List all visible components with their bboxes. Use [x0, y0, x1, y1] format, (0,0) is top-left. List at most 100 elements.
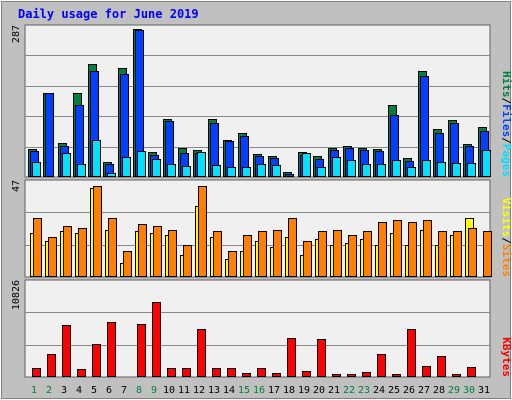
day-label: 7	[121, 385, 127, 396]
day-label: 26	[403, 385, 415, 396]
legend-entry: KBytes	[500, 337, 512, 377]
pages-bar	[62, 153, 71, 177]
sites-bar	[348, 235, 357, 277]
panel-kbytes: 10826 KBytes	[11, 279, 512, 378]
sites-bar	[48, 237, 57, 277]
max-value-label: 10826	[11, 280, 22, 310]
day-label: 3	[61, 385, 67, 396]
pages-bar	[407, 167, 416, 177]
sites-bar	[198, 186, 207, 277]
chart-panels: 287Hits/Files/Pages47Visits/Sites10826KB…	[11, 24, 512, 378]
kbytes-bar	[362, 372, 371, 377]
kbytes-bar	[182, 368, 191, 377]
panel-legend: Visits/Sites	[500, 198, 512, 278]
day-label: 2	[46, 385, 52, 396]
pages-bar	[242, 167, 251, 177]
pages-bar	[422, 160, 431, 177]
panel-visits-sites: 47 Visits/Sites	[11, 179, 512, 278]
kbytes-bar	[272, 373, 281, 377]
pages-bar	[452, 163, 461, 177]
kbytes-bar	[242, 373, 251, 377]
pages-bar	[212, 165, 221, 177]
day-label: 19	[298, 385, 310, 396]
pages-bar	[77, 164, 86, 177]
day-label: 11	[178, 385, 190, 396]
sites-bar	[363, 231, 372, 277]
day-label: 21	[328, 385, 340, 396]
sites-bar	[393, 220, 402, 277]
pages-bar	[392, 160, 401, 177]
kbytes-bar	[152, 302, 161, 377]
series-sites	[33, 186, 492, 277]
sites-bar	[318, 231, 327, 277]
day-label: 14	[223, 385, 235, 396]
kbytes-bar	[437, 356, 446, 377]
kbytes-bar	[167, 368, 176, 377]
day-label: 6	[106, 385, 112, 396]
day-label: 29	[448, 385, 460, 396]
kbytes-bar	[332, 374, 341, 377]
day-label: 28	[433, 385, 445, 396]
pages-bar	[32, 162, 41, 177]
sites-bar	[273, 230, 282, 277]
day-label: 25	[388, 385, 400, 396]
day-label: 22	[343, 385, 355, 396]
kbytes-bar	[107, 322, 116, 377]
series-kbytes	[32, 302, 476, 377]
pages-bar	[92, 140, 101, 177]
day-label: 9	[151, 385, 157, 396]
sites-bar	[333, 230, 342, 277]
sites-bar	[378, 222, 387, 277]
sites-bar	[168, 230, 177, 277]
pages-bar	[347, 160, 356, 177]
pages-bar	[302, 153, 311, 177]
day-label: 27	[418, 385, 430, 396]
day-label: 12	[193, 385, 205, 396]
max-value-label: 47	[11, 180, 22, 192]
sites-bar	[33, 218, 42, 277]
kbytes-bar	[32, 368, 41, 377]
kbytes-bar	[287, 338, 296, 377]
max-value-label: 287	[11, 25, 22, 43]
kbytes-bar	[302, 371, 311, 377]
sites-bar	[63, 226, 72, 277]
legend-separator: /	[500, 137, 512, 144]
sites-bar	[258, 231, 267, 277]
pages-bar	[227, 167, 236, 177]
day-label: 30	[463, 385, 475, 396]
chart-title: Daily usage for June 2019	[18, 7, 199, 21]
kbytes-bar	[452, 374, 461, 377]
sites-bar	[408, 222, 417, 277]
kbytes-bar	[212, 368, 221, 377]
sites-bar	[228, 251, 237, 277]
kbytes-bar	[227, 368, 236, 377]
legend-text: KBytes	[500, 337, 512, 377]
legend-text: Hits/Files/Pages	[500, 71, 512, 177]
series-pages	[32, 140, 491, 177]
day-label: 1	[31, 385, 37, 396]
kbytes-bar	[422, 366, 431, 377]
kbytes-bar	[377, 354, 386, 377]
day-label: 18	[283, 385, 295, 396]
kbytes-bar	[317, 339, 326, 377]
pages-bar	[182, 166, 191, 177]
legend-entry: Files	[500, 104, 512, 137]
kbytes-bar	[392, 374, 401, 377]
day-label: 16	[253, 385, 265, 396]
sites-bar	[453, 231, 462, 277]
kbytes-bar	[137, 324, 146, 377]
kbytes-bar	[467, 367, 476, 377]
day-label: 23	[358, 385, 370, 396]
sites-bar	[213, 231, 222, 277]
legend-entry: Hits	[500, 71, 512, 98]
kbytes-bar	[197, 329, 206, 377]
pages-bar	[362, 164, 371, 177]
pages-bar	[332, 157, 341, 177]
legend-text: Visits/Sites	[500, 198, 512, 278]
pages-bar	[467, 163, 476, 177]
legend-entry: Visits	[500, 198, 512, 238]
kbytes-bar	[407, 329, 416, 377]
sites-bar	[423, 220, 432, 277]
